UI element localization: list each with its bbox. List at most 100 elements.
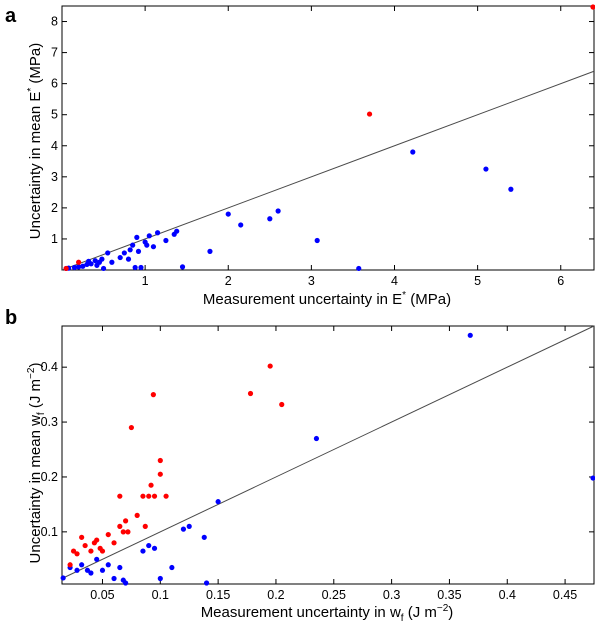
panel-a-point-blue bbox=[150, 244, 157, 250]
panel-a-ytick-label: 2 bbox=[51, 201, 58, 215]
panel-b-point-blue bbox=[169, 564, 175, 571]
panel-b-point-blue bbox=[99, 567, 106, 573]
panel-a-reference-line bbox=[61, 70, 595, 271]
panel-b-point-red bbox=[117, 523, 123, 529]
panel-b-point-red bbox=[157, 457, 163, 464]
panel-a-point-blue bbox=[356, 265, 362, 272]
panel-a-xtick-label: 6 bbox=[557, 274, 564, 288]
panel-b-ytick-label: 0.3 bbox=[41, 415, 58, 429]
panel-a-ytick-label: 4 bbox=[51, 139, 58, 153]
panel-a-point-blue bbox=[71, 264, 78, 271]
panel-b-xtick-label: 0.45 bbox=[553, 588, 577, 602]
panel-b-point-red bbox=[105, 531, 111, 538]
panel-b-point-blue bbox=[151, 545, 158, 551]
panel-b-xtick-label: 0.3 bbox=[383, 588, 400, 602]
panel-a-point-blue bbox=[135, 248, 142, 254]
panel-b-point-red bbox=[150, 392, 156, 398]
panel-b-point-blue bbox=[88, 570, 94, 576]
panel-a-point-blue bbox=[179, 264, 186, 270]
panel-a-point-blue bbox=[121, 250, 127, 256]
panel-a-point-blue bbox=[483, 166, 489, 172]
panel-b-point-red bbox=[82, 542, 88, 549]
panel-b-plot: 0.05 0.1 0.15 0.2 0.25 0.3 0.35 0.4 0.45 0.1 0.2 0.… bbox=[41, 325, 595, 602]
panel-a-point-blue bbox=[275, 208, 281, 214]
panel-a-point-red bbox=[76, 259, 82, 265]
panel-a-point-blue bbox=[117, 254, 123, 261]
panel-b-point-red bbox=[111, 540, 117, 546]
panel-b-point-blue bbox=[467, 332, 473, 338]
panel-b-letter: b bbox=[5, 307, 17, 329]
panel-a-point-blue bbox=[163, 237, 169, 244]
panel-b-point-blue bbox=[117, 564, 123, 571]
panel-a-ytick-label: 8 bbox=[51, 15, 58, 29]
panel-b-point-red bbox=[70, 548, 77, 554]
panel-a-point-blue bbox=[174, 228, 180, 234]
panel-a-point-blue bbox=[138, 264, 144, 271]
panel-a-point-blue bbox=[225, 211, 231, 217]
panel-a-point-blue bbox=[144, 242, 150, 248]
panel-b-ytick-label: 0.2 bbox=[41, 470, 58, 484]
panel-a-point-blue bbox=[105, 250, 111, 256]
panel-b-point-red bbox=[74, 551, 80, 557]
panel-b-point-blue bbox=[313, 435, 320, 442]
panel-a-point-blue bbox=[146, 233, 152, 239]
panel-a-xtick-label: 2 bbox=[225, 274, 232, 288]
panel-b-xtick-label: 0.15 bbox=[206, 588, 230, 602]
panel-b-point-red bbox=[140, 493, 146, 499]
panel-a-axes-frame bbox=[61, 5, 595, 271]
panel-b-point-red bbox=[79, 534, 85, 540]
panel-a-plot: 1 2 3 4 5 6 1 2 3 4 5 6 7 8 bbox=[51, 4, 595, 288]
panel-b-xtick-label: 0.25 bbox=[322, 588, 346, 602]
panel-b-point-blue bbox=[79, 562, 85, 568]
panel-a-point-blue bbox=[410, 149, 416, 155]
panel-b-point-red bbox=[247, 390, 254, 397]
panel-b-point-blue bbox=[203, 580, 210, 586]
panel-a-letter: a bbox=[5, 5, 17, 27]
panel-b-point-red bbox=[88, 548, 94, 554]
panel-a-point-blue bbox=[76, 264, 82, 270]
panel-a-point-blue bbox=[100, 265, 107, 272]
panel-a-point-blue bbox=[127, 247, 133, 253]
panel-a-point-blue bbox=[80, 263, 86, 269]
panel-b-point-blue bbox=[590, 475, 595, 481]
panel-a-xlabel: Measurement uncertainty in E* (MPa) bbox=[203, 290, 451, 308]
panel-a-ytick-label: 7 bbox=[51, 46, 58, 60]
panel-b-point-red bbox=[117, 493, 123, 499]
panel-b-point-blue bbox=[84, 567, 91, 573]
panel-a-point-blue bbox=[134, 234, 140, 240]
panel-b-point-red bbox=[125, 529, 131, 535]
panel-a-xtick-label: 4 bbox=[391, 274, 398, 288]
panel-b-reference-line bbox=[61, 325, 595, 579]
panel-b-point-red bbox=[128, 424, 134, 431]
panel-a-ylabel: Uncertainty in mean E* (MPa) bbox=[26, 43, 44, 239]
panel-a-point-blue bbox=[508, 186, 514, 192]
panel-b-point-blue bbox=[105, 562, 111, 568]
panel-b-xtick-label: 0.35 bbox=[437, 588, 461, 602]
panel-b-point-blue bbox=[74, 567, 80, 573]
panel-b-point-red bbox=[134, 512, 140, 518]
panel-b-point-blue bbox=[157, 575, 163, 582]
panel-b-xtick-label: 0.2 bbox=[267, 588, 284, 602]
panel-b-point-blue bbox=[146, 542, 152, 549]
panel-a-point-blue bbox=[154, 230, 161, 236]
panel-b-point-red bbox=[94, 537, 100, 543]
panel-b-point-red bbox=[148, 482, 154, 488]
panel-b-xlabel: Measurement uncertainty in wf (J m−2) bbox=[201, 603, 454, 624]
panel-b-point-blue bbox=[140, 548, 146, 554]
panel-a-ytick-label: 6 bbox=[51, 77, 58, 91]
panel-a-xtick-label: 5 bbox=[474, 274, 481, 288]
panel-a-point-red bbox=[366, 111, 373, 117]
panel-b-point-red bbox=[99, 548, 106, 554]
panel-b-point-blue bbox=[94, 556, 100, 562]
panel-b-point-blue bbox=[201, 534, 207, 540]
panel-a-point-blue bbox=[238, 222, 244, 228]
panel-a-point-blue bbox=[207, 248, 213, 254]
panel-b-point-red bbox=[157, 471, 163, 477]
panel-b-ylabel: Uncertainty in mean wf (J m−2) bbox=[26, 363, 47, 564]
panel-b-point-red bbox=[67, 562, 73, 568]
panel-b-point-red bbox=[279, 401, 285, 408]
panel-b-point-red bbox=[120, 529, 126, 535]
panel-a-point-blue bbox=[109, 259, 115, 265]
panel-a-xtick-label: 3 bbox=[308, 274, 315, 288]
panel-b-ytick-label: 0.1 bbox=[41, 525, 58, 539]
